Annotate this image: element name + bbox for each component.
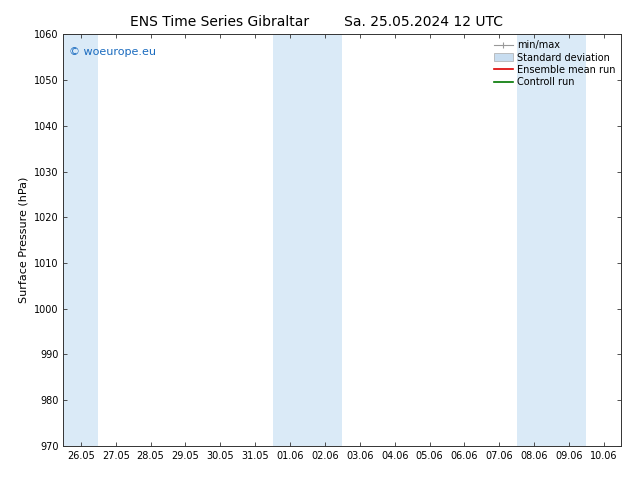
Bar bbox=[63, 34, 98, 446]
Bar bbox=[517, 34, 586, 446]
Text: © woeurope.eu: © woeurope.eu bbox=[69, 47, 156, 57]
Bar bbox=[273, 34, 342, 446]
Y-axis label: Surface Pressure (hPa): Surface Pressure (hPa) bbox=[18, 177, 29, 303]
Legend: min/max, Standard deviation, Ensemble mean run, Controll run: min/max, Standard deviation, Ensemble me… bbox=[491, 37, 618, 90]
Text: ENS Time Series Gibraltar        Sa. 25.05.2024 12 UTC: ENS Time Series Gibraltar Sa. 25.05.2024… bbox=[131, 15, 503, 29]
